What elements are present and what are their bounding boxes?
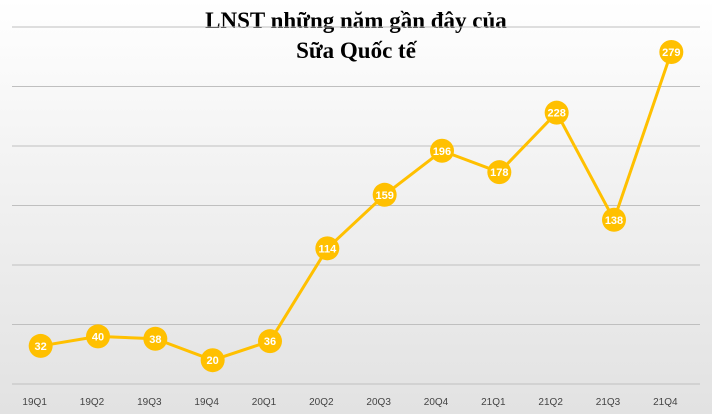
data-point-marker bbox=[200, 348, 225, 373]
data-label: 138 bbox=[605, 215, 623, 227]
x-tick-label: 20Q1 bbox=[252, 397, 277, 408]
data-label: 40 bbox=[92, 331, 104, 343]
data-label: 38 bbox=[149, 334, 161, 346]
data-point-marker bbox=[86, 324, 110, 349]
x-tick-label: 21Q4 bbox=[653, 397, 678, 408]
data-point-marker bbox=[602, 207, 626, 232]
data-label: 20 bbox=[207, 355, 219, 367]
data-label: 228 bbox=[547, 108, 565, 120]
x-tick-label: 20Q4 bbox=[424, 397, 449, 408]
gridlines bbox=[12, 26, 700, 325]
x-tick-labels: 19Q1 19Q2 19Q3 19Q4 20Q1 20Q2 20Q3 20Q4 21Q1 21Q2… bbox=[22, 397, 678, 408]
x-tick-label: 19Q1 bbox=[22, 397, 47, 408]
data-point-marker bbox=[315, 236, 340, 261]
chart-title: LNST những năm gần đây của Sữa Quốc tế bbox=[0, 6, 712, 66]
data-point-marker bbox=[659, 39, 684, 64]
x-tick-label: 21Q2 bbox=[538, 397, 563, 408]
data-label: 36 bbox=[264, 336, 276, 348]
data-point-marker bbox=[258, 329, 282, 354]
data-point-marker bbox=[372, 182, 397, 207]
x-tick-label: 20Q2 bbox=[309, 397, 334, 408]
data-point-marker bbox=[143, 326, 168, 351]
x-tick-label: 19Q3 bbox=[137, 397, 162, 408]
chart-title-line-1: LNST những năm gần đây của bbox=[205, 8, 507, 33]
x-tick-label: 19Q2 bbox=[80, 397, 105, 408]
series-line bbox=[40, 51, 673, 362]
data-label: 178 bbox=[490, 167, 508, 179]
data-points: 32 40 38 20 36 114 159 196 178 228 138 279 bbox=[28, 39, 684, 373]
data-label: 196 bbox=[433, 146, 451, 158]
data-point-marker bbox=[430, 138, 454, 163]
x-tick-label: 19Q4 bbox=[194, 397, 219, 408]
x-tick-label: 21Q1 bbox=[481, 397, 506, 408]
data-label: 159 bbox=[375, 190, 393, 202]
data-point-marker bbox=[487, 160, 512, 185]
x-tick-label: 21Q3 bbox=[596, 397, 621, 408]
x-tick-label: 20Q3 bbox=[366, 397, 391, 408]
data-label: 32 bbox=[35, 341, 47, 353]
data-label: 279 bbox=[662, 47, 680, 59]
data-point-marker bbox=[28, 333, 53, 358]
data-point-marker bbox=[544, 100, 569, 125]
data-label: 114 bbox=[318, 243, 337, 255]
chart-title-line-2: Sữa Quốc tế bbox=[296, 38, 416, 63]
